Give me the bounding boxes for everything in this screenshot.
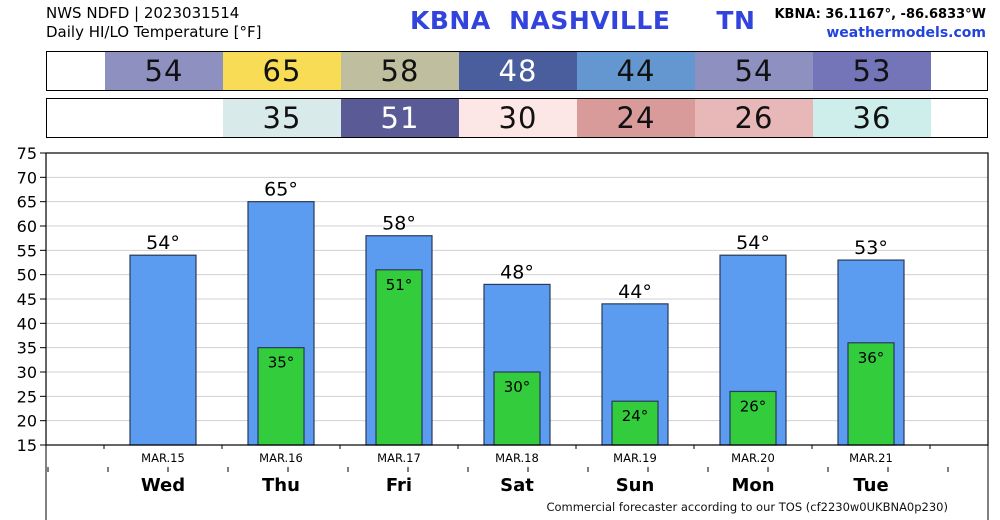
high-temperature-cell: 58 — [341, 52, 459, 90]
high-temperature-cell: 54 — [695, 52, 813, 90]
low-temperature-cell: 36 — [813, 99, 931, 137]
plot-frame — [45, 152, 989, 446]
chart-subtitle: Daily HI/LO Temperature [°F] — [46, 23, 262, 41]
y-tick-label: 30 — [17, 363, 37, 382]
low-temperature-cell: 24 — [577, 99, 695, 137]
y-tick-label: 40 — [17, 314, 37, 333]
y-tick-label: 60 — [17, 217, 37, 236]
low-bar — [729, 390, 777, 446]
low-temperature-row: 35 51 30 24 26 36 — [46, 98, 988, 138]
low-temperature-cell: 51 — [341, 99, 459, 137]
x-date-label: MAR.18 — [495, 451, 539, 465]
high-temperature-row: 54 65 58 48 44 54 53 — [46, 51, 988, 91]
low-bar-label: 35° — [268, 354, 295, 372]
station-coordinates: KBNA: 36.1167°, -86.6833°W — [774, 7, 986, 22]
high-bar — [129, 254, 197, 446]
x-date-label: MAR.19 — [613, 451, 657, 465]
y-tick-label: 75 — [17, 144, 37, 163]
high-bar-label: 48° — [500, 261, 534, 283]
high-bar-label: 58° — [382, 213, 416, 235]
high-bar-label: 53° — [854, 237, 888, 259]
y-tick-label: 50 — [17, 266, 37, 285]
footer-note: Commercial forecaster according to our T… — [546, 500, 948, 514]
x-date-label: MAR.17 — [377, 451, 421, 465]
y-tick-label: 45 — [17, 290, 37, 309]
y-tick-label: 20 — [17, 412, 37, 431]
x-weekday-label: Wed — [141, 475, 185, 496]
low-bar-label: 26° — [740, 397, 767, 415]
y-tick-label: 70 — [17, 168, 37, 187]
low-bar-label: 30° — [504, 378, 531, 396]
x-date-label: MAR.16 — [259, 451, 303, 465]
low-bar-label: 51° — [386, 276, 413, 294]
header-right: KBNA: 36.1167°, -86.6833°W weathermodels… — [774, 5, 986, 43]
low-bar — [847, 342, 895, 446]
product-line: NWS NDFD | 2023031514 — [46, 4, 240, 22]
high-bar-label: 65° — [264, 179, 298, 201]
high-temperature-cell: 54 — [105, 52, 223, 90]
x-weekday-label: Tue — [853, 475, 888, 496]
low-bar — [493, 371, 541, 446]
low-temperature-cell: 30 — [459, 99, 577, 137]
high-bar-label: 44° — [618, 281, 652, 303]
y-tick-label: 15 — [17, 436, 37, 455]
low-temperature-cell: 35 — [223, 99, 341, 137]
x-date-label: MAR.15 — [141, 451, 185, 465]
x-weekday-label: Thu — [262, 475, 300, 496]
low-bar-label: 36° — [858, 349, 885, 367]
x-date-label: MAR.20 — [731, 451, 775, 465]
x-weekday-label: Mon — [731, 475, 774, 496]
x-date-label: MAR.21 — [849, 451, 893, 465]
x-weekday-label: Sun — [616, 475, 655, 496]
site-link[interactable]: weathermodels.com — [826, 25, 986, 41]
low-bar-label: 24° — [622, 407, 649, 425]
high-temperature-cell: 65 — [223, 52, 341, 90]
low-bar — [375, 269, 423, 446]
y-tick-label: 55 — [17, 241, 37, 260]
station-title: KBNA NASHVILLE TN — [410, 6, 756, 35]
low-bar — [611, 400, 659, 446]
y-tick-label: 25 — [17, 387, 37, 406]
x-weekday-label: Sat — [500, 475, 534, 496]
x-weekday-label: Fri — [386, 475, 412, 496]
high-bar-label: 54° — [736, 232, 770, 254]
low-temperature-cell: 26 — [695, 99, 813, 137]
high-temperature-cell: 44 — [577, 52, 695, 90]
header-left: NWS NDFD | 2023031514 Daily HI/LO Temper… — [46, 4, 262, 42]
high-temperature-cell: 53 — [813, 52, 931, 90]
high-temperature-cell: 48 — [459, 52, 577, 90]
y-tick-label: 65 — [17, 193, 37, 212]
y-tick-label: 35 — [17, 339, 37, 358]
high-bar-label: 54° — [146, 232, 180, 254]
low-temperature-cell — [105, 99, 223, 137]
